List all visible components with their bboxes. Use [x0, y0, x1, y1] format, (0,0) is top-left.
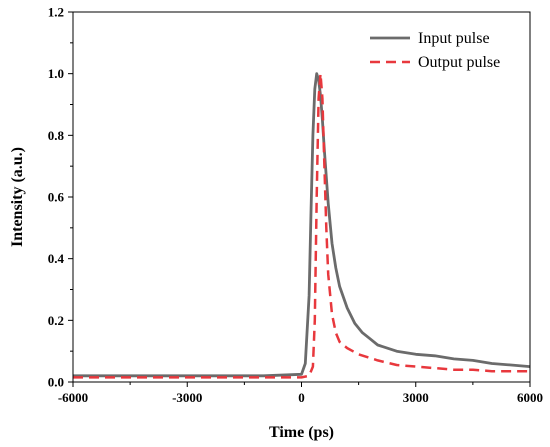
x-tick-label: 3000 [403, 390, 429, 405]
legend-label: Output pulse [418, 54, 500, 71]
y-tick-label: 0.6 [48, 190, 65, 205]
x-tick-label: -6000 [58, 390, 88, 405]
x-tick-label: -3000 [172, 390, 202, 405]
y-tick-label: 0.2 [48, 313, 64, 328]
series-line-output-pulse [73, 72, 530, 379]
legend: Input pulse Output pulse [370, 30, 500, 71]
axis-layer: -6000 -3000 0 3000 6000 0.0 0.2 0.4 0.6 0.8 1.0 1.2 [48, 5, 543, 406]
y-tick-label: 0.8 [48, 128, 65, 143]
y-tick-label: 1.2 [48, 5, 64, 20]
legend-label: Input pulse [418, 30, 490, 47]
x-tick-label: 6000 [517, 390, 543, 405]
series-line-input-pulse [73, 72, 531, 378]
x-axis-title: Time (ps) [269, 424, 334, 441]
y-tick-label: 1.0 [48, 66, 64, 81]
y-tick-label: 0.0 [48, 375, 64, 390]
series-layer [73, 72, 531, 379]
y-tick-label: 0.4 [48, 251, 65, 266]
x-tick-label: 0 [298, 390, 305, 405]
y-axis-title: Intensity (a.u.) [9, 147, 26, 247]
